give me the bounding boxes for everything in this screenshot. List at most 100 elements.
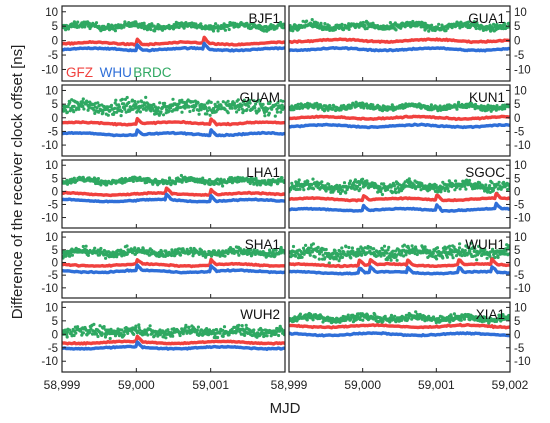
series-whu-line xyxy=(289,201,510,213)
brdc-point xyxy=(342,181,347,185)
station-label: GUA1 xyxy=(468,11,505,26)
brdc-point xyxy=(305,19,309,23)
brdc-point xyxy=(458,242,462,246)
brdc-point xyxy=(269,329,273,333)
brdc-point xyxy=(281,99,285,103)
brdc-point xyxy=(307,248,311,252)
series-gfz-line xyxy=(62,186,285,198)
brdc-point xyxy=(142,103,146,107)
brdc-point xyxy=(321,253,325,257)
y-tick-label: -5 xyxy=(48,199,58,211)
panel-frame xyxy=(61,159,286,229)
brdc-point xyxy=(276,101,280,105)
y-tick-label: 10 xyxy=(514,302,527,314)
brdc-point xyxy=(221,328,225,332)
brdc-point xyxy=(147,249,151,253)
brdc-point xyxy=(311,177,315,181)
brdc-point xyxy=(120,97,124,101)
brdc-point xyxy=(479,315,483,319)
brdc-point xyxy=(106,105,110,109)
brdc-point xyxy=(65,110,69,114)
brdc-point xyxy=(63,328,67,332)
brdc-point xyxy=(282,249,285,253)
brdc-point xyxy=(144,95,148,99)
brdc-point xyxy=(77,107,81,111)
brdc-point xyxy=(140,100,144,104)
brdc-point xyxy=(382,182,386,186)
brdc-point xyxy=(371,103,375,107)
brdc-point xyxy=(274,331,278,335)
panel-xia1: 10 50 -5-10 XIA1 xyxy=(288,301,531,373)
brdc-point xyxy=(70,253,74,257)
x-tick-label: 59,001 xyxy=(192,378,229,392)
brdc-point xyxy=(182,329,186,333)
brdc-point xyxy=(382,244,387,248)
series-brdc xyxy=(289,310,510,325)
brdc-point xyxy=(456,249,461,253)
brdc-point xyxy=(86,108,90,112)
brdc-point xyxy=(237,323,241,327)
brdc-point xyxy=(96,334,100,339)
brdc-point xyxy=(254,102,258,106)
brdc-point xyxy=(375,254,379,258)
y-tick-label: 5 xyxy=(514,316,520,328)
brdc-point xyxy=(293,315,297,320)
brdc-point xyxy=(65,335,69,339)
brdc-point xyxy=(466,245,470,250)
brdc-point xyxy=(117,105,121,109)
brdc-point xyxy=(113,29,117,33)
brdc-point xyxy=(430,254,435,258)
brdc-point xyxy=(414,310,418,314)
plot-area xyxy=(289,310,510,338)
brdc-point xyxy=(146,333,150,337)
brdc-point xyxy=(361,177,365,181)
brdc-point xyxy=(294,254,298,258)
brdc-point xyxy=(388,21,392,25)
brdc-point xyxy=(331,251,335,255)
y-tick-label: -5 xyxy=(48,270,58,282)
panel-frame xyxy=(288,5,511,82)
series-gfz-line xyxy=(289,191,510,203)
station-label: SGOC xyxy=(465,165,505,180)
brdc-point xyxy=(68,100,72,104)
brdc-point xyxy=(281,26,285,30)
brdc-point xyxy=(350,246,354,250)
brdc-point xyxy=(156,106,160,110)
series-gfz-line xyxy=(289,257,510,269)
brdc-point xyxy=(273,254,277,258)
panel-frame xyxy=(288,84,511,157)
y-tick-label: -10 xyxy=(41,283,58,295)
brdc-point xyxy=(227,27,231,32)
y-tick-label: 0 xyxy=(514,186,520,198)
brdc-point xyxy=(134,324,138,328)
brdc-point xyxy=(214,22,218,26)
brdc-point xyxy=(148,324,152,328)
brdc-point xyxy=(187,105,191,109)
brdc-point xyxy=(434,254,438,258)
brdc-point xyxy=(127,100,131,105)
brdc-point xyxy=(302,188,306,192)
brdc-point xyxy=(226,111,230,115)
brdc-point xyxy=(332,188,336,192)
brdc-point xyxy=(221,334,225,338)
brdc-point xyxy=(394,191,398,195)
brdc-point xyxy=(360,252,364,256)
brdc-point xyxy=(76,325,80,329)
brdc-point xyxy=(358,182,362,187)
brdc-point xyxy=(359,105,363,109)
brdc-point xyxy=(296,102,300,106)
y-tick-label: -5 xyxy=(48,343,58,355)
brdc-point xyxy=(301,246,306,250)
brdc-point xyxy=(361,20,365,25)
brdc-point xyxy=(260,328,264,332)
y-tick-label: 10 xyxy=(45,7,58,19)
y-tick-label: 5 xyxy=(52,245,58,257)
brdc-point xyxy=(258,98,262,102)
brdc-point xyxy=(452,312,456,316)
brdc-point xyxy=(92,322,96,326)
brdc-point xyxy=(435,246,440,250)
brdc-point xyxy=(96,177,100,181)
brdc-point xyxy=(257,108,261,112)
y-tick-label: -5 xyxy=(514,199,524,211)
